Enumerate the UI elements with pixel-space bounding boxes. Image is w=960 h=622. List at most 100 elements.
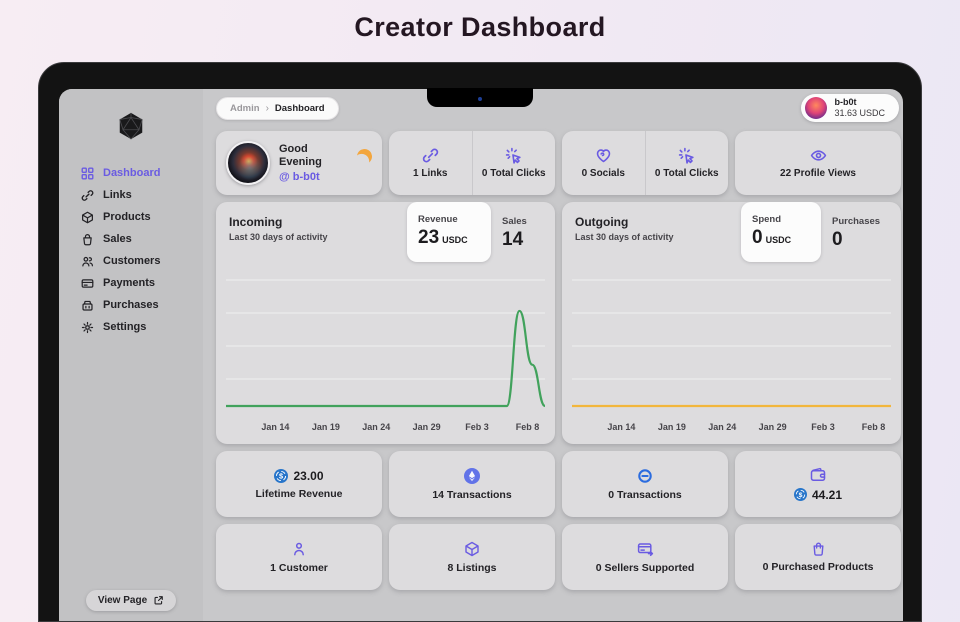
breadcrumb-dashboard[interactable]: Dashboard xyxy=(274,102,325,114)
sidebar-item-dashboard[interactable]: Dashboard xyxy=(81,167,203,180)
user-avatar xyxy=(805,97,828,119)
person-icon xyxy=(291,541,307,557)
incoming-header: Incoming Last 30 days of activity Revenu… xyxy=(216,202,555,262)
revenue-tab[interactable]: Revenue 23 USDC xyxy=(407,202,491,262)
purchases-tab[interactable]: Purchases 0 xyxy=(821,202,901,262)
sales-label: Sales xyxy=(502,215,527,227)
sidebar-item-label: Purchases xyxy=(103,299,159,311)
outgoing-panel: Outgoing Last 30 days of activity Spend … xyxy=(562,202,901,444)
sidebar-item-label: Links xyxy=(103,189,132,201)
sales-tab[interactable]: Sales 14 xyxy=(491,202,555,262)
links-count-label: 1 Links xyxy=(413,168,448,179)
outgoing-x-axis: Jan 14 Jan 19 Jan 24 Jan 29 Feb 3 Feb 8 xyxy=(572,420,891,436)
wallet-balance-value: 44.21 xyxy=(811,487,843,502)
link-icon xyxy=(81,189,94,202)
lifetime-revenue-value: 23.00 xyxy=(293,468,324,483)
cursor-click-icon xyxy=(505,147,522,164)
payments-card-icon xyxy=(81,277,94,290)
wallet-icon xyxy=(810,467,826,483)
sidebar-item-label: Payments xyxy=(103,277,155,289)
sidebar-item-customers[interactable]: Customers xyxy=(81,255,203,268)
eye-icon xyxy=(810,147,827,164)
incoming-line-chart xyxy=(226,279,545,408)
links-stats-card: 1 Links 0 Total Clicks xyxy=(389,131,555,195)
view-page-button[interactable]: View Page xyxy=(85,590,177,611)
sidebar-nav: Dashboard Links xyxy=(59,167,203,334)
incoming-subtitle: Last 30 days of activity xyxy=(229,232,328,242)
sidebar-item-purchases[interactable]: Purchases xyxy=(81,299,203,312)
user-balance: 31.63 USDC xyxy=(834,108,885,118)
revenue-unit: USDC xyxy=(442,235,468,245)
x-tick-label: Jan 14 xyxy=(607,422,636,432)
socials-count-label: 0 Socials xyxy=(581,168,625,179)
x-tick-label: Feb 3 xyxy=(465,422,489,432)
topbar: Admin › Dashboard b-b0t 31.63 USDC xyxy=(216,93,901,123)
settings-gear-icon xyxy=(81,321,94,334)
purchases-label: Purchases xyxy=(832,215,881,227)
minus-circle-icon xyxy=(637,468,653,484)
svg-text:$: $ xyxy=(279,471,283,480)
customers-icon xyxy=(81,255,94,268)
outgoing-subtitle: Last 30 days of activity xyxy=(575,232,674,242)
sellers-supported-label: 0 Sellers Supported xyxy=(595,562,695,574)
listings-tile: 8 Listings xyxy=(389,524,555,590)
purchases-basket-icon xyxy=(81,299,94,312)
sidebar-item-products[interactable]: Products xyxy=(81,211,203,224)
outgoing-chart: Jan 14 Jan 19 Jan 24 Jan 29 Feb 3 Feb 8 xyxy=(562,262,901,444)
user-badge[interactable]: b-b0t 31.63 USDC xyxy=(801,94,899,122)
app-logo xyxy=(59,111,203,141)
socials-stats-card: 0 Socials 0 Total Clicks xyxy=(562,131,728,195)
spend-tab[interactable]: Spend 0 USDC xyxy=(741,202,821,262)
page-title: Creator Dashboard xyxy=(354,12,606,42)
outgoing-title: Outgoing xyxy=(575,215,629,229)
sidebar-item-settings[interactable]: Settings xyxy=(81,321,203,334)
sidebar-item-label: Sales xyxy=(103,233,132,245)
socials-stat: 0 Socials xyxy=(562,131,645,195)
spend-unit: USDC xyxy=(765,235,792,245)
laptop-notch xyxy=(427,88,533,107)
x-tick-label: Jan 24 xyxy=(708,422,737,432)
sidebar-item-links[interactable]: Links xyxy=(81,189,203,202)
outgoing-line-chart xyxy=(572,279,891,408)
breadcrumb-admin[interactable]: Admin xyxy=(230,102,260,114)
sidebar-item-sales[interactable]: Sales xyxy=(81,233,203,246)
product-box-icon xyxy=(81,211,94,224)
incoming-title: Incoming xyxy=(229,215,283,229)
link-clicks-label: 0 Total Clicks xyxy=(481,168,546,179)
breadcrumb: Admin › Dashboard xyxy=(216,96,339,120)
lifetime-revenue-tile: $ 23.00 Lifetime Revenue xyxy=(216,451,382,517)
greeting-line2: Evening xyxy=(279,156,322,168)
main-area: Admin › Dashboard b-b0t 31.63 USDC xyxy=(203,89,903,621)
view-page-label: View Page xyxy=(97,595,148,606)
sidebar-item-payments[interactable]: Payments xyxy=(81,277,203,290)
user-handle[interactable]: @ b-b0t xyxy=(279,170,320,183)
card-send-icon xyxy=(637,540,654,557)
x-tick-label: Jan 24 xyxy=(362,422,391,432)
incoming-transactions-label: 14 Transactions xyxy=(432,488,512,501)
sidebar-item-label: Dashboard xyxy=(103,167,161,179)
breadcrumb-chevron-icon: › xyxy=(265,102,269,114)
social-clicks-stat: 0 Total Clicks xyxy=(644,131,729,195)
dashboard-grid-icon xyxy=(81,167,94,180)
lifetime-revenue-label: Lifetime Revenue xyxy=(255,487,343,500)
sales-bag-icon xyxy=(81,233,94,246)
sidebar: Dashboard Links xyxy=(59,89,203,621)
listing-box-icon xyxy=(464,541,480,557)
outgoing-transactions-tile: 0 Transactions xyxy=(562,451,728,517)
link-icon xyxy=(422,147,439,164)
user-name: b-b0t xyxy=(834,97,857,107)
social-clicks-label: 0 Total Clicks xyxy=(654,168,719,179)
greeting-card: Good Evening @ b-b0t xyxy=(216,131,382,195)
greeting-text: Good Evening @ b-b0t xyxy=(279,143,348,184)
revenue-label: Revenue xyxy=(418,214,458,225)
x-tick-label: Jan 29 xyxy=(412,422,441,432)
usdc-coin-icon: $ xyxy=(274,468,289,483)
customers-tile: 1 Customer xyxy=(216,524,382,590)
customers-label: 1 Customer xyxy=(270,561,328,574)
listings-label: 8 Listings xyxy=(447,561,497,574)
d20-logo-icon xyxy=(116,111,146,141)
usdc-coin-icon: $ xyxy=(793,488,807,501)
incoming-transactions-tile: 14 Transactions xyxy=(389,451,555,517)
x-tick-label: Feb 8 xyxy=(861,422,886,432)
link-clicks-stat: 0 Total Clicks xyxy=(471,131,556,195)
